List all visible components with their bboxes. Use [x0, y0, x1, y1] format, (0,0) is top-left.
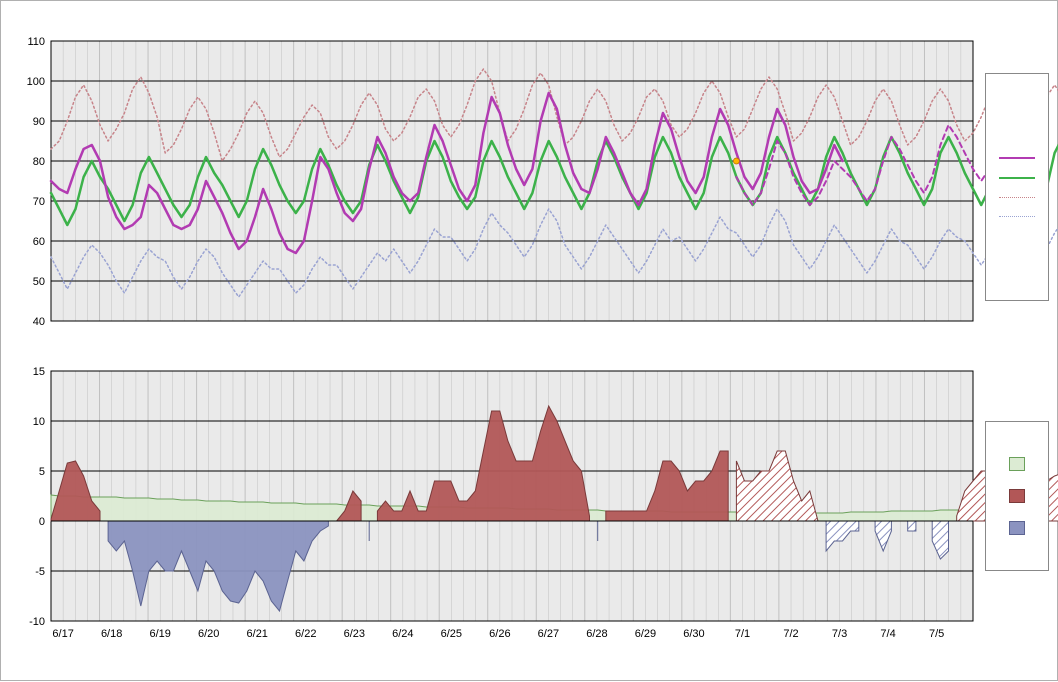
svg-text:6/29: 6/29 — [635, 628, 656, 640]
svg-text:50: 50 — [33, 276, 45, 288]
svg-text:6/26: 6/26 — [489, 628, 510, 640]
svg-text:7/1: 7/1 — [735, 628, 750, 640]
svg-text:6/22: 6/22 — [295, 628, 316, 640]
svg-text:6/28: 6/28 — [586, 628, 607, 640]
svg-text:6/30: 6/30 — [683, 628, 704, 640]
svg-text:7/4: 7/4 — [880, 628, 895, 640]
svg-text:6/18: 6/18 — [101, 628, 122, 640]
svg-text:60: 60 — [33, 236, 45, 248]
legend-line — [999, 197, 1035, 198]
svg-text:7/5: 7/5 — [929, 628, 944, 640]
svg-text:100: 100 — [27, 76, 45, 88]
legend-bottom — [985, 421, 1049, 571]
svg-text:6/24: 6/24 — [392, 628, 413, 640]
svg-text:110: 110 — [27, 36, 45, 48]
legend-swatch — [1009, 457, 1025, 471]
svg-text:5: 5 — [39, 466, 45, 478]
svg-text:7/3: 7/3 — [832, 628, 847, 640]
svg-text:6/21: 6/21 — [247, 628, 268, 640]
svg-text:90: 90 — [33, 116, 45, 128]
svg-text:-5: -5 — [35, 566, 45, 578]
legend-top — [985, 73, 1049, 301]
svg-text:80: 80 — [33, 156, 45, 168]
svg-text:6/17: 6/17 — [52, 628, 73, 640]
chart-panel: 40 50 60 70 80 90 100 110 -10 -5 0 5 10 15 6/17 6/18 6/1… — [1, 1, 1057, 680]
svg-text:0: 0 — [39, 516, 45, 528]
legend-swatch — [1009, 521, 1025, 535]
svg-text:6/27: 6/27 — [538, 628, 559, 640]
legend-line — [999, 157, 1035, 159]
svg-text:10: 10 — [33, 416, 45, 428]
svg-text:7/2: 7/2 — [783, 628, 798, 640]
frame: 40 50 60 70 80 90 100 110 -10 -5 0 5 10 15 6/17 6/18 6/1… — [0, 0, 1058, 681]
svg-text:6/20: 6/20 — [198, 628, 219, 640]
svg-text:6/25: 6/25 — [441, 628, 462, 640]
legend-line — [999, 177, 1035, 179]
svg-text:70: 70 — [33, 196, 45, 208]
svg-text:15: 15 — [33, 366, 45, 378]
legend-line — [999, 216, 1035, 217]
svg-text:6/19: 6/19 — [149, 628, 170, 640]
svg-text:-10: -10 — [29, 616, 45, 628]
svg-text:6/23: 6/23 — [344, 628, 365, 640]
chart-svg: 40 50 60 70 80 90 100 110 -10 -5 0 5 10 15 6/17 6/18 6/1… — [1, 1, 1058, 682]
legend-swatch — [1009, 489, 1025, 503]
svg-text:40: 40 — [33, 316, 45, 328]
